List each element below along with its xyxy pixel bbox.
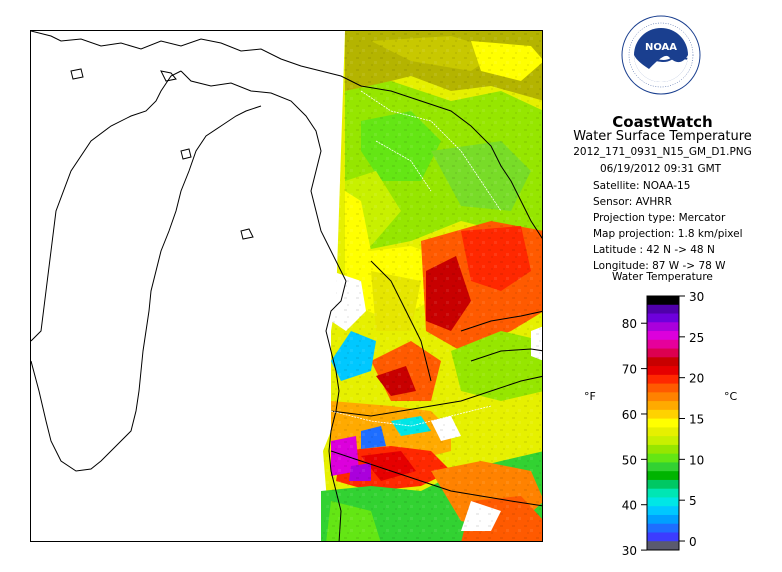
meta-satellite: Satellite: NOAA-15: [593, 180, 691, 192]
color-swatch: [647, 427, 679, 437]
color-swatch: [647, 514, 679, 525]
color-swatch: [647, 453, 679, 463]
color-swatch: [647, 436, 679, 446]
color-swatch: [647, 532, 679, 542]
celsius-tick-label: 30: [689, 290, 704, 304]
file-name: 2012_171_0931_N15_GM_D1.PNG: [573, 146, 752, 158]
color-bar-frame: [646, 295, 680, 551]
color-swatch: [647, 523, 679, 533]
map-panel[interactable]: [30, 30, 543, 542]
color-swatch: [647, 296, 679, 306]
celsius-tick-label: 10: [689, 453, 704, 467]
fahrenheit-tick-label: 60: [622, 408, 637, 422]
product-title: Water Surface Temperature: [573, 129, 752, 144]
meta-latitude: Latitude : 42 N -> 48 N: [593, 244, 715, 256]
legend-title: Water Temperature: [612, 271, 713, 283]
color-swatch: [647, 339, 679, 350]
color-swatch: [647, 488, 679, 498]
meta-resolution: Map projection: 1.8 km/pixel: [593, 228, 743, 240]
color-swatch: [647, 304, 679, 315]
color-swatch: [647, 479, 679, 490]
color-swatch: [647, 383, 679, 393]
celsius-tick-label: 20: [689, 372, 704, 386]
unit-fahrenheit: °F: [584, 390, 596, 403]
timestamp: 06/19/2012 09:31 GMT: [600, 163, 722, 175]
color-swatch: [647, 366, 679, 376]
celsius-tick-label: 5: [689, 494, 697, 508]
celsius-tick-label: 15: [689, 413, 704, 427]
brand-title: CoastWatch: [612, 113, 713, 131]
political-borders: [330, 90, 502, 427]
fahrenheit-tick-label: 50: [622, 453, 637, 467]
unit-celsius: °C: [724, 390, 738, 403]
color-swatch: [647, 471, 679, 481]
color-swatch: [647, 357, 679, 367]
celsius-tick-label: 25: [689, 331, 704, 345]
coastlines: [31, 31, 542, 541]
meta-sensor: Sensor: AVHRR: [593, 196, 672, 208]
color-swatch: [647, 322, 679, 332]
temperature-swath: [321, 31, 542, 541]
color-swatch: [647, 462, 679, 472]
celsius-tick-label: 0: [689, 535, 697, 549]
meta-projection: Projection type: Mercator: [593, 212, 726, 224]
color-swatch: [647, 418, 679, 428]
fahrenheit-tick-label: 70: [622, 363, 637, 377]
color-swatch: [647, 313, 679, 323]
color-swatch: [647, 392, 679, 402]
noaa-logo: NOAA: [621, 15, 701, 95]
color-swatch: [647, 506, 679, 516]
color-swatch: [647, 497, 679, 507]
fahrenheit-tick-label: 80: [622, 317, 637, 331]
color-swatch: [647, 409, 679, 420]
fahrenheit-tick-label: 40: [622, 499, 637, 513]
color-swatch: [647, 401, 679, 411]
color-swatch: [647, 444, 679, 455]
meta-longitude: Longitude: 87 W -> 78 W: [593, 260, 726, 272]
color-swatch: [647, 374, 679, 385]
fahrenheit-tick-label: 30: [622, 544, 637, 558]
color-swatch: [647, 541, 679, 551]
color-swatch: [647, 348, 679, 358]
satellite-map: [31, 31, 542, 541]
color-swatch: [647, 331, 679, 341]
logo-text: NOAA: [644, 42, 678, 53]
